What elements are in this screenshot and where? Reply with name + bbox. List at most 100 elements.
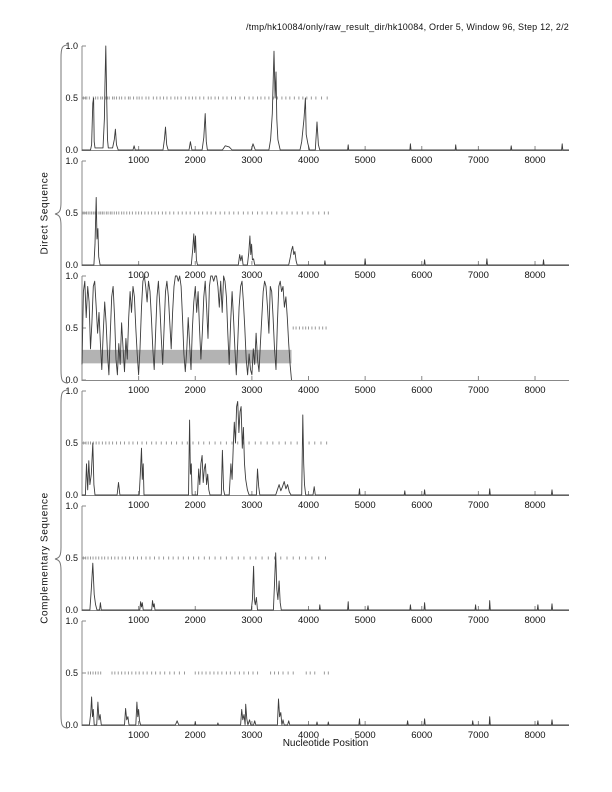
- svg-text:6000: 6000: [411, 155, 432, 166]
- svg-text:3000: 3000: [241, 730, 262, 741]
- svg-text:3000: 3000: [241, 270, 262, 281]
- svg-text:7000: 7000: [468, 155, 489, 166]
- svg-text:4000: 4000: [298, 155, 319, 166]
- orf-dash-marks: [82, 556, 326, 560]
- svg-text:7000: 7000: [468, 615, 489, 626]
- tick-labels: 0.0 0.5 1.0 1000 2000 3000 4000 5000 6000 7000 800…: [65, 617, 545, 741]
- svg-text:5000: 5000: [355, 730, 376, 741]
- panel-complementary-3: 0.0 0.5 1.0 1000 2000 3000 4000 5000 6000 7000 800…: [65, 617, 569, 741]
- tick-labels: 0.0 0.5 1.0 1000 2000 3000 4000 5000 6000 7000 800…: [65, 502, 545, 626]
- svg-text:2000: 2000: [185, 155, 206, 166]
- svg-text:1000: 1000: [128, 615, 149, 626]
- tick-labels: 0.0 0.5 1.0 1000 2000 3000 4000 5000 6000 7000 800…: [65, 272, 545, 396]
- svg-text:0.5: 0.5: [65, 93, 78, 103]
- orf-dash-marks: [87, 671, 329, 675]
- svg-text:6000: 6000: [411, 500, 432, 511]
- panel-direct-3: 0.0 0.5 1.0 1000 2000 3000 4000 5000 6000 7000 800…: [65, 272, 569, 396]
- axes: [81, 275, 569, 381]
- svg-text:1.0: 1.0: [65, 387, 78, 396]
- orf-dash-marks: [292, 326, 327, 330]
- svg-text:1000: 1000: [128, 730, 149, 741]
- svg-text:2000: 2000: [185, 270, 206, 281]
- svg-text:0.5: 0.5: [65, 668, 78, 678]
- orf-dash-marks: [82, 96, 328, 100]
- svg-text:4000: 4000: [298, 385, 319, 396]
- svg-text:1000: 1000: [128, 500, 149, 511]
- probability-curve: [81, 275, 292, 381]
- svg-text:6000: 6000: [411, 270, 432, 281]
- svg-text:0.5: 0.5: [65, 438, 78, 448]
- svg-text:4000: 4000: [298, 270, 319, 281]
- svg-text:5000: 5000: [355, 615, 376, 626]
- svg-text:0.0: 0.0: [65, 720, 78, 730]
- svg-text:1000: 1000: [128, 155, 149, 166]
- probability-curve: [82, 552, 569, 611]
- svg-text:6000: 6000: [411, 615, 432, 626]
- svg-text:7000: 7000: [468, 270, 489, 281]
- x-axis-title: Nucleotide Position: [282, 738, 369, 749]
- svg-text:0.5: 0.5: [65, 323, 78, 333]
- svg-text:1.0: 1.0: [65, 617, 78, 626]
- svg-text:1000: 1000: [128, 270, 149, 281]
- tick-labels: 0.0 0.5 1.0 1000 2000 3000 4000 5000 6000 7000 800…: [65, 42, 545, 166]
- svg-text:7000: 7000: [468, 385, 489, 396]
- plot-title: /tmp/hk10084/only/raw_result_dir/hk10084…: [246, 22, 569, 32]
- svg-text:0.0: 0.0: [65, 490, 78, 500]
- svg-text:7000: 7000: [468, 730, 489, 741]
- svg-text:0.5: 0.5: [65, 208, 78, 218]
- svg-text:6000: 6000: [411, 385, 432, 396]
- svg-text:3000: 3000: [241, 615, 262, 626]
- svg-text:5000: 5000: [355, 500, 376, 511]
- complementary-group-brace: [54, 389, 69, 729]
- probability-curve: [82, 196, 569, 266]
- svg-text:0.0: 0.0: [65, 605, 78, 615]
- panel-direct-1: 0.0 0.5 1.0 1000 2000 3000 4000 5000 6000 7000 800…: [65, 42, 569, 166]
- svg-text:5000: 5000: [355, 270, 376, 281]
- orf-dash-marks: [83, 441, 328, 445]
- svg-text:0.0: 0.0: [65, 260, 78, 270]
- svg-text:2000: 2000: [185, 730, 206, 741]
- svg-text:4000: 4000: [298, 500, 319, 511]
- svg-text:1.0: 1.0: [65, 157, 78, 166]
- svg-text:2000: 2000: [185, 500, 206, 511]
- svg-text:3000: 3000: [241, 155, 262, 166]
- direct-sequence-label: Direct Sequence: [39, 171, 51, 255]
- orf-dash-marks: [82, 211, 329, 215]
- tick-labels: 0.0 0.5 1.0 1000 2000 3000 4000 5000 6000 7000 800…: [65, 157, 545, 281]
- svg-text:8000: 8000: [524, 615, 545, 626]
- svg-text:1000: 1000: [128, 385, 149, 396]
- axes: [81, 45, 569, 151]
- svg-text:8000: 8000: [524, 385, 545, 396]
- svg-text:8000: 8000: [524, 500, 545, 511]
- axes: [81, 620, 569, 726]
- svg-text:8000: 8000: [524, 730, 545, 741]
- svg-text:1.0: 1.0: [65, 502, 78, 511]
- svg-text:1.0: 1.0: [65, 272, 78, 281]
- svg-text:0.0: 0.0: [65, 145, 78, 155]
- svg-text:3000: 3000: [241, 385, 262, 396]
- complementary-sequence-label: Complementary Sequence: [39, 492, 51, 624]
- probability-curve: [82, 400, 569, 496]
- tick-labels: 0.0 0.5 1.0 1000 2000 3000 4000 5000 6000 7000 800…: [65, 387, 545, 511]
- panel-complementary-2: 0.0 0.5 1.0 1000 2000 3000 4000 5000 6000 7000 800…: [65, 502, 569, 626]
- coding-region-bar: [82, 349, 292, 364]
- direct-group-brace: [54, 44, 69, 384]
- svg-text:6000: 6000: [411, 730, 432, 741]
- probability-curve: [82, 45, 569, 151]
- svg-text:4000: 4000: [298, 615, 319, 626]
- svg-text:5000: 5000: [355, 155, 376, 166]
- svg-text:3000: 3000: [241, 500, 262, 511]
- svg-text:7000: 7000: [468, 500, 489, 511]
- svg-text:4000: 4000: [298, 730, 319, 741]
- svg-text:8000: 8000: [524, 155, 545, 166]
- svg-text:8000: 8000: [524, 270, 545, 281]
- panel-complementary-1: 0.0 0.5 1.0 1000 2000 3000 4000 5000 6000 7000 800…: [65, 387, 569, 511]
- svg-text:2000: 2000: [185, 615, 206, 626]
- axes: [81, 160, 569, 266]
- svg-text:0.0: 0.0: [65, 375, 78, 385]
- svg-text:5000: 5000: [355, 385, 376, 396]
- axes: [81, 390, 569, 496]
- panel-direct-2: 0.0 0.5 1.0 1000 2000 3000 4000 5000 6000 7000 800…: [65, 157, 569, 281]
- svg-text:0.5: 0.5: [65, 553, 78, 563]
